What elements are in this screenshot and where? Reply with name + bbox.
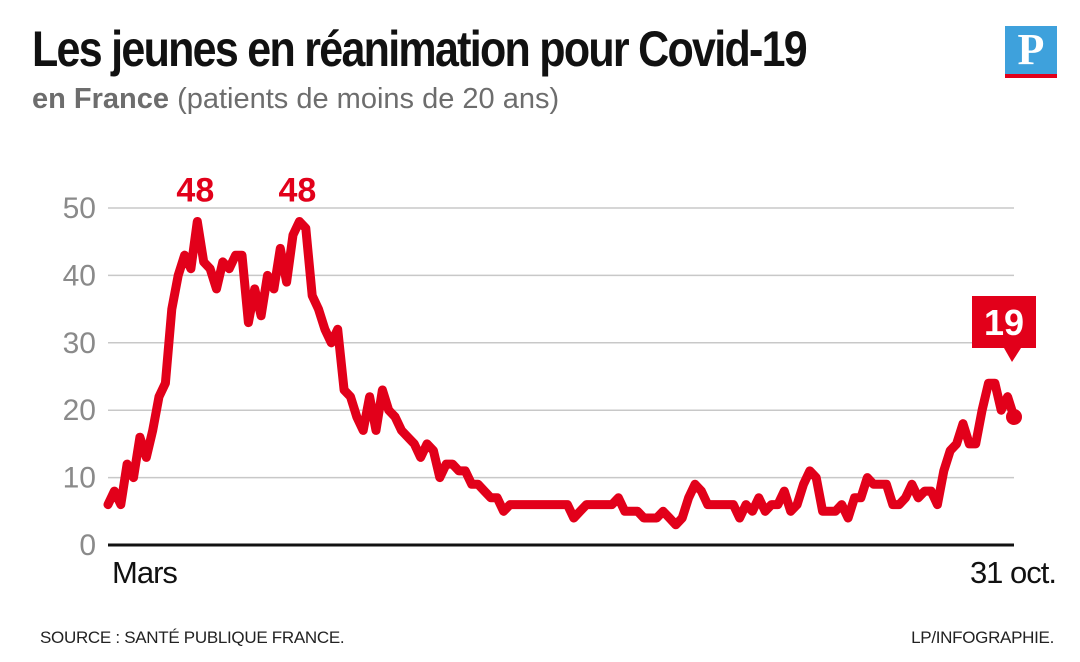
y-tick-label-20: 20: [63, 394, 96, 427]
end-point-marker: [1006, 408, 1022, 425]
line-chart: 0 10 20 30 40 50 Mars 31 oct. 48 48 19: [63, 171, 1057, 590]
le-parisien-logo: P: [1005, 26, 1057, 78]
subtitle-bold: en France: [32, 83, 169, 115]
y-tick-label-50: 50: [63, 192, 96, 225]
peak-label-2: 48: [278, 171, 316, 209]
value-callout-pointer: [1004, 348, 1021, 362]
x-label-end: 31 oct.: [970, 555, 1056, 590]
logo-letter: P: [1017, 25, 1045, 74]
peak-label-1: 48: [176, 171, 214, 209]
value-callout-label: 19: [984, 302, 1024, 343]
y-tick-label-10: 10: [63, 462, 96, 495]
source-note: SOURCE : SANTÉ PUBLIQUE FRANCE.: [40, 628, 345, 647]
credit-note: LP/INFOGRAPHIE.: [911, 628, 1054, 647]
series-line: [103, 217, 1019, 530]
x-label-start: Mars: [112, 555, 177, 590]
y-tick-label-30: 30: [63, 327, 96, 360]
value-callout-box: [972, 296, 1036, 348]
y-tick-label-40: 40: [63, 259, 96, 292]
y-tick-label-0: 0: [79, 529, 96, 562]
chart-title: Les jeunes en réanimation pour Covid-19: [32, 21, 808, 77]
subtitle-rest: (patients de moins de 20 ans): [177, 83, 560, 115]
chart-subtitle: en France (patients de moins de 20 ans): [32, 85, 559, 114]
